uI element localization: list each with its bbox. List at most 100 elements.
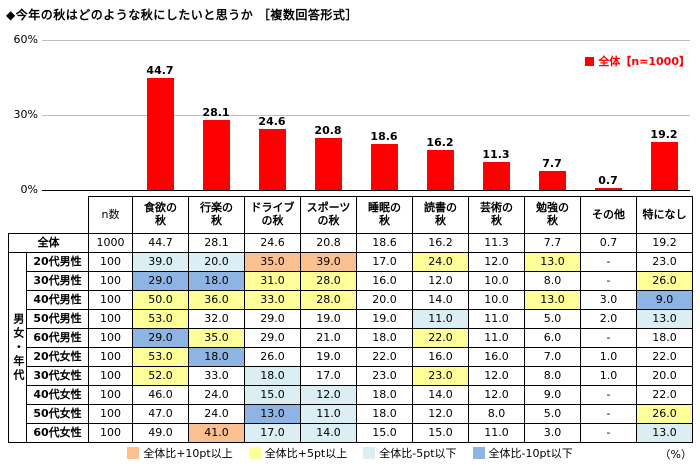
bar bbox=[202, 119, 230, 190]
gridline-60 bbox=[42, 40, 690, 41]
highlight-legend: 全体比+10pt以上 全体比+5pt以上 全体比-5pt以下 全体比-10pt以下 bbox=[0, 445, 700, 462]
table-cell: 35.0 bbox=[244, 252, 301, 272]
table-cell: 12.0 bbox=[468, 252, 525, 272]
n-value: 100 bbox=[88, 385, 133, 405]
legend-item-label: 全体比+5pt以上 bbox=[264, 447, 348, 460]
bar-column: 28.1 bbox=[188, 40, 244, 190]
table-cell: 28.0 bbox=[300, 271, 357, 291]
n-value: 100 bbox=[88, 271, 133, 291]
table-cell: 12.0 bbox=[468, 385, 525, 405]
table-cell: - bbox=[580, 271, 637, 291]
bar bbox=[314, 138, 342, 190]
y-axis-tick-0: 0% bbox=[20, 183, 38, 196]
table-cell: 41.0 bbox=[188, 423, 245, 443]
group-label: 男女・年代 bbox=[8, 252, 27, 443]
table-cell: 50.0 bbox=[132, 290, 189, 310]
table-cell: - bbox=[580, 328, 637, 348]
table-cell: 26.0 bbox=[636, 404, 693, 424]
table-cell: 26.0 bbox=[636, 271, 693, 291]
table-cell: - bbox=[580, 252, 637, 272]
table-cell: 18.0 bbox=[356, 404, 413, 424]
row-label: 50代女性 bbox=[26, 404, 89, 424]
table-cell: 9.0 bbox=[524, 385, 581, 405]
table-cell: 12.0 bbox=[412, 271, 469, 291]
legend-item: 全体比-5pt以下 bbox=[363, 445, 457, 461]
table-cell: 18.0 bbox=[636, 328, 693, 348]
table-cell: 47.0 bbox=[132, 404, 189, 424]
column-header: 食欲の 秋 bbox=[132, 196, 189, 234]
n-value: 100 bbox=[88, 328, 133, 348]
n-value: 100 bbox=[88, 404, 133, 424]
row-label: 20代男性 bbox=[26, 252, 89, 272]
table-row: 40代女性 100 46.0 24.0 15.0 12.0 18.0 14.0 12.0 9.0-… bbox=[9, 385, 693, 405]
table-cell: 29.0 bbox=[244, 328, 301, 348]
table-cell: 16.0 bbox=[468, 347, 525, 367]
table-cell: 19.0 bbox=[300, 347, 357, 367]
table-cell: 39.0 bbox=[132, 252, 189, 272]
table-cell: 29.0 bbox=[132, 328, 189, 348]
bar bbox=[370, 143, 398, 190]
data-table: n数 食欲の 秋行楽の 秋ドライブ の秋 スポーツ の秋 睡眠の 秋読書の 秋芸術の … bbox=[8, 196, 693, 443]
row-label: 30代男性 bbox=[26, 271, 89, 291]
column-header: ドライブ の秋 bbox=[244, 196, 301, 234]
table-cell: 24.0 bbox=[188, 404, 245, 424]
legend-color-swatch bbox=[363, 447, 376, 459]
table-cell: 19.0 bbox=[356, 309, 413, 329]
table-cell: 15.0 bbox=[244, 385, 301, 405]
table-cell: 23.0 bbox=[412, 366, 469, 386]
table-cell: 24.0 bbox=[412, 252, 469, 272]
table-cell: 11.0 bbox=[468, 328, 525, 348]
unit-label: （%） bbox=[659, 448, 692, 461]
table-cell: 11.3 bbox=[468, 233, 525, 253]
n-value: 100 bbox=[88, 423, 133, 443]
table-cell: 20.0 bbox=[188, 252, 245, 272]
legend-color-swatch bbox=[472, 447, 485, 459]
table-cell: 18.0 bbox=[188, 271, 245, 291]
table-cell: 7.0 bbox=[524, 347, 581, 367]
table-cell: 28.0 bbox=[300, 290, 357, 310]
table-cell: 13.0 bbox=[524, 290, 581, 310]
bar-value-label: 7.7 bbox=[542, 156, 562, 170]
bar-column: 16.2 bbox=[412, 40, 468, 190]
corner-cell bbox=[8, 196, 89, 234]
column-header: 勉強の 秋 bbox=[524, 196, 581, 234]
table-cell: 19.2 bbox=[636, 233, 693, 253]
bar-column: 0.7 bbox=[580, 40, 636, 190]
table-row: 50代女性 100 47.0 24.0 13.0 11.0 18.0 12.0 8.0 5.0-2… bbox=[9, 404, 693, 424]
bar-column: 20.8 bbox=[300, 40, 356, 190]
table-cell: 14.0 bbox=[300, 423, 357, 443]
table-cell: 18.0 bbox=[244, 366, 301, 386]
table-cell: - bbox=[580, 385, 637, 405]
bar-chart: 60% 30% 0% 44.7 28.1 24.6 20.8 18.6 16.2 11.3 7… bbox=[0, 0, 700, 196]
table-cell: 18.0 bbox=[356, 328, 413, 348]
table-cell: 33.0 bbox=[188, 366, 245, 386]
row-label: 40代女性 bbox=[26, 385, 89, 405]
table-cell: 9.0 bbox=[636, 290, 693, 310]
legend-item: 全体比+10pt以上 bbox=[127, 445, 233, 461]
y-axis-tick-30: 30% bbox=[13, 108, 38, 121]
table-cell: 21.0 bbox=[300, 328, 357, 348]
x-axis-line bbox=[42, 190, 690, 191]
n-column-header: n数 bbox=[88, 196, 133, 234]
table-cell: 13.0 bbox=[244, 404, 301, 424]
bar-value-label: 16.2 bbox=[426, 135, 454, 149]
table-cell: 14.0 bbox=[412, 385, 469, 405]
table-cell: 2.0 bbox=[580, 309, 637, 329]
bar bbox=[258, 128, 286, 190]
table-cell: 49.0 bbox=[132, 423, 189, 443]
table-header-row: n数 食欲の 秋行楽の 秋ドライブ の秋 スポーツ の秋 睡眠の 秋読書の 秋芸術の … bbox=[8, 196, 693, 234]
table-cell: 14.0 bbox=[412, 290, 469, 310]
gridline-30 bbox=[42, 115, 690, 116]
table-cell: 24.6 bbox=[244, 233, 301, 253]
table-cell: 11.0 bbox=[412, 309, 469, 329]
table-cell: 22.0 bbox=[636, 347, 693, 367]
table-cell: 17.0 bbox=[356, 252, 413, 272]
table-cell: 3.0 bbox=[580, 290, 637, 310]
table-cell: 19.0 bbox=[300, 309, 357, 329]
row-label: 40代男性 bbox=[26, 290, 89, 310]
table-cell: 13.0 bbox=[524, 252, 581, 272]
column-header: 睡眠の 秋 bbox=[356, 196, 413, 234]
bar-value-label: 18.6 bbox=[370, 129, 398, 143]
table-cell: 29.0 bbox=[244, 309, 301, 329]
table-cell: 8.0 bbox=[524, 366, 581, 386]
